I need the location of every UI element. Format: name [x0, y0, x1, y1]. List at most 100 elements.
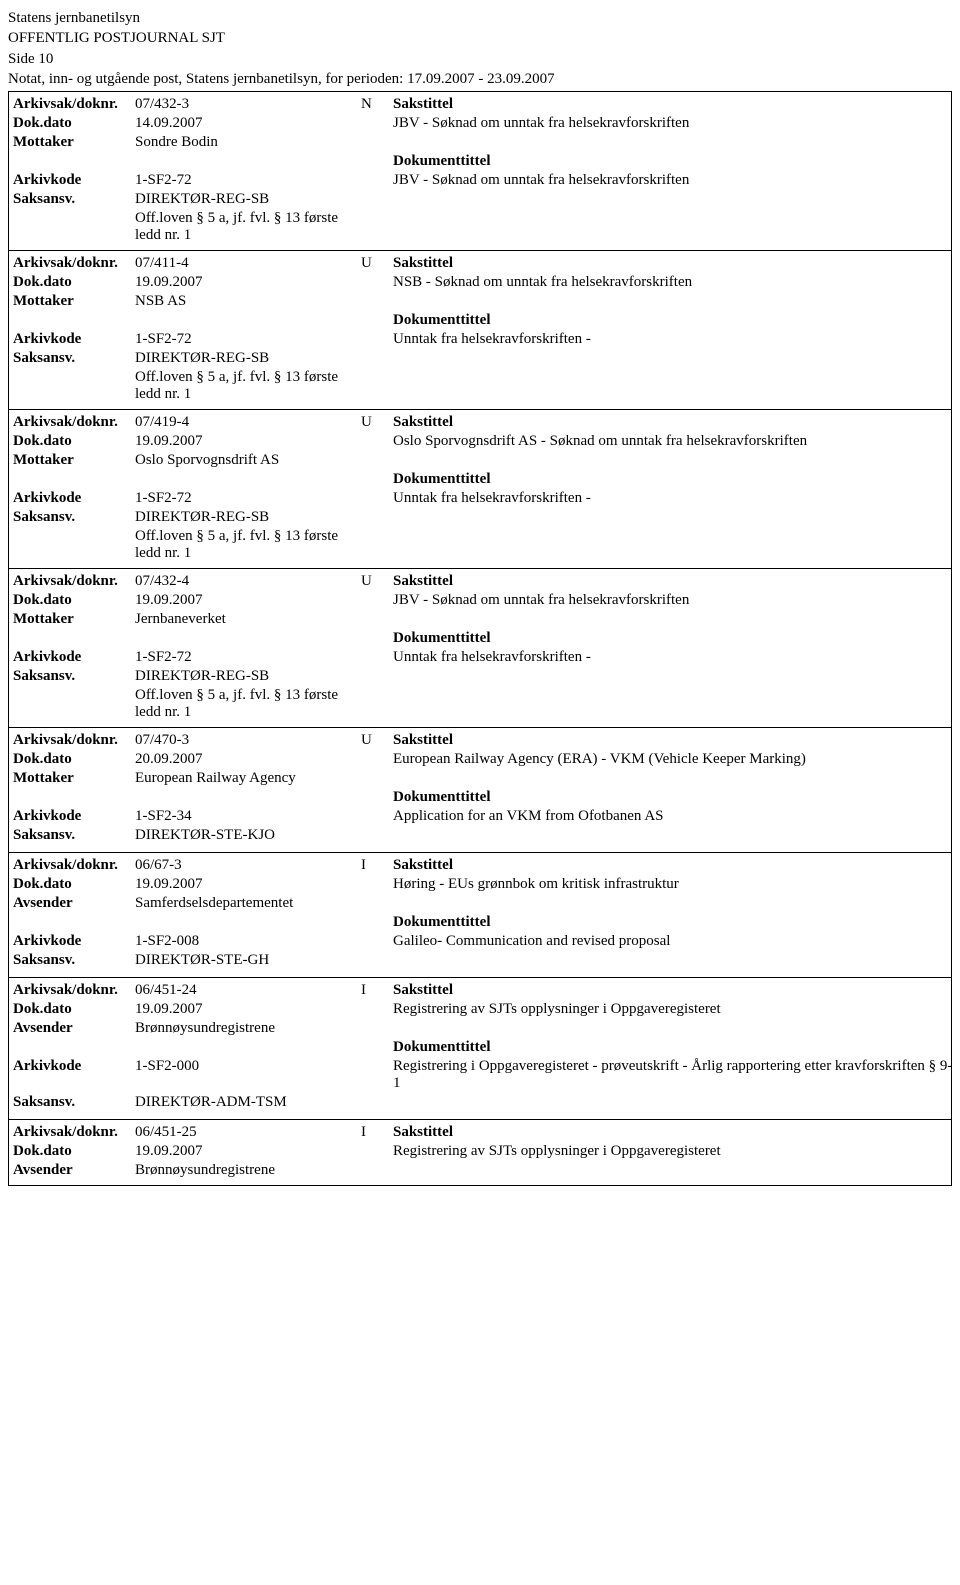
dokdato-label: Dok.dato [13, 1000, 131, 1019]
dokumenttittel-text: Unntak fra helsekravforskriften - [393, 648, 953, 667]
saksansv-label: Saksansv. [13, 667, 131, 686]
label [13, 788, 131, 807]
sakstittel-label: Sakstittel [393, 413, 953, 432]
blank [393, 845, 953, 847]
doknr: 07/419-4 [131, 413, 361, 432]
doknr: 07/470-3 [131, 731, 361, 750]
blank [393, 1093, 953, 1112]
party-label: Mottaker [13, 610, 131, 629]
page-number: Side 10 [8, 49, 952, 69]
party-name: European Railway Agency [131, 769, 361, 788]
dokdato-label: Dok.dato [13, 875, 131, 894]
direction: U [361, 572, 393, 591]
sakstittel-label: Sakstittel [393, 981, 953, 1000]
direction [361, 807, 393, 826]
direction [361, 114, 393, 133]
sakstittel-label: Sakstittel [393, 95, 953, 114]
blank [393, 1161, 953, 1180]
dokdato: 14.09.2007 [131, 114, 361, 133]
label [13, 311, 131, 330]
blank [393, 368, 953, 404]
blank [393, 209, 953, 245]
direction [361, 1038, 393, 1057]
offloven-text: Off.loven § 5 a, jf. fvl. § 13 første le… [131, 527, 361, 563]
value [131, 913, 361, 932]
arkivkode-label: Arkivkode [13, 807, 131, 826]
doknr: 06/67-3 [131, 856, 361, 875]
doknr: 07/411-4 [131, 254, 361, 273]
arkivkode-label: Arkivkode [13, 648, 131, 667]
sakstittel-text: Oslo Sporvognsdrift AS - Søknad om unnta… [393, 432, 953, 451]
direction [361, 190, 393, 209]
party-name: Jernbaneverket [131, 610, 361, 629]
arkivkode: 1-SF2-72 [131, 489, 361, 508]
value [131, 152, 361, 171]
offloven-text: Off.loven § 5 a, jf. fvl. § 13 første le… [131, 686, 361, 722]
records-container: Arkivsak/doknr.07/432-3NSakstittelDok.da… [8, 91, 952, 1186]
record: Arkivsak/doknr.06/451-24ISakstittelDok.d… [9, 978, 951, 1120]
label [13, 629, 131, 648]
dokdato: 19.09.2007 [131, 432, 361, 451]
party-name: Sondre Bodin [131, 133, 361, 152]
blank [393, 349, 953, 368]
blank [393, 769, 953, 788]
dokdato: 20.09.2007 [131, 750, 361, 769]
direction [361, 451, 393, 470]
direction: I [361, 981, 393, 1000]
record: Arkivsak/doknr.07/432-4USakstittelDok.da… [9, 569, 951, 728]
saksansv: DIREKTØR-REG-SB [131, 190, 361, 209]
direction [361, 610, 393, 629]
saksansv-label: Saksansv. [13, 826, 131, 845]
dokumenttittel-text: Application for an VKM from Ofotbanen AS [393, 807, 953, 826]
dokdato: 19.09.2007 [131, 273, 361, 292]
blank [393, 451, 953, 470]
direction [361, 1057, 393, 1093]
arkivkode-label: Arkivkode [13, 171, 131, 190]
dokdato-label: Dok.dato [13, 432, 131, 451]
arkivkode: 1-SF2-72 [131, 171, 361, 190]
sakstittel-text: European Railway Agency (ERA) - VKM (Veh… [393, 750, 953, 769]
blank [393, 508, 953, 527]
saksansv-label: Saksansv. [13, 951, 131, 970]
dokumenttittel-label: Dokumenttittel [393, 470, 953, 489]
offloven-text: Off.loven § 5 a, jf. fvl. § 13 første le… [131, 209, 361, 245]
sakstittel-label: Sakstittel [393, 1123, 953, 1142]
saksansv: DIREKTØR-ADM-TSM [131, 1093, 361, 1112]
sakstittel-text: Registrering av SJTs opplysninger i Oppg… [393, 1000, 953, 1019]
dokumenttittel-label: Dokumenttittel [393, 1038, 953, 1057]
label [13, 1038, 131, 1057]
direction [361, 1019, 393, 1038]
value [131, 788, 361, 807]
direction: I [361, 1123, 393, 1142]
dokumenttittel-text: Galileo- Communication and revised propo… [393, 932, 953, 951]
party-label: Mottaker [13, 451, 131, 470]
dokumenttittel-label: Dokumenttittel [393, 913, 953, 932]
direction [361, 769, 393, 788]
blank [393, 1019, 953, 1038]
direction [361, 1161, 393, 1180]
blank [393, 133, 953, 152]
label [13, 913, 131, 932]
direction: U [361, 731, 393, 750]
direction [361, 1142, 393, 1161]
party-name: Oslo Sporvognsdrift AS [131, 451, 361, 470]
direction [361, 826, 393, 845]
direction [361, 209, 393, 245]
arkivkode-label: Arkivkode [13, 1057, 131, 1093]
blank [393, 894, 953, 913]
sakstittel-text: JBV - Søknad om unntak fra helsekravfors… [393, 591, 953, 610]
dokdato: 19.09.2007 [131, 1142, 361, 1161]
doknr: 07/432-4 [131, 572, 361, 591]
saksansv-label: Saksansv. [13, 349, 131, 368]
direction [361, 686, 393, 722]
dokumenttittel-text: Unntak fra helsekravforskriften - [393, 489, 953, 508]
blank [393, 1112, 953, 1114]
direction [361, 875, 393, 894]
sakstittel-label: Sakstittel [393, 731, 953, 750]
arkivsak-label: Arkivsak/doknr. [13, 413, 131, 432]
direction [361, 273, 393, 292]
record: Arkivsak/doknr.07/470-3USakstittelDok.da… [9, 728, 951, 853]
direction [361, 932, 393, 951]
direction [361, 1112, 393, 1114]
label [13, 686, 131, 722]
